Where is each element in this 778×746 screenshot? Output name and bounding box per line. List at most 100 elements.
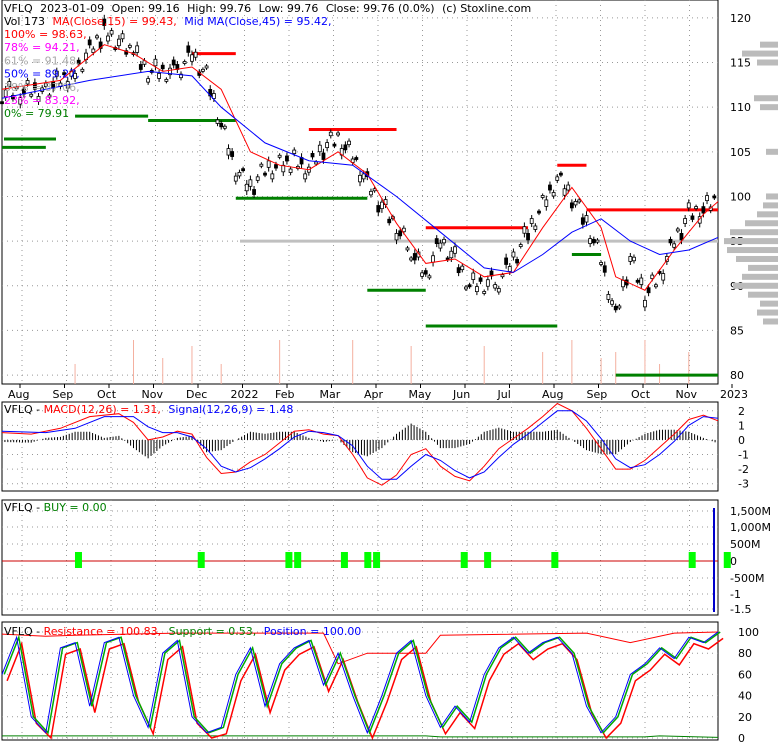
- candle-body: [584, 215, 589, 223]
- buy-y-tick-label: 0: [730, 555, 737, 568]
- candle-body: [252, 189, 256, 195]
- candle-body: [427, 275, 432, 279]
- candle-body: [467, 284, 472, 288]
- candle-body: [661, 273, 666, 281]
- volume-profile-bar: [733, 282, 778, 289]
- candle-body: [515, 259, 519, 264]
- x-tick-label: Jun: [452, 388, 470, 401]
- x-tick-label: Sep: [587, 388, 608, 401]
- buy-signal-marker: [340, 552, 348, 568]
- candle-body: [555, 176, 560, 181]
- macd-y-tick-label: 2: [738, 405, 745, 418]
- candle-body: [87, 39, 92, 46]
- candle-body: [354, 157, 359, 160]
- x-tick-label: Feb: [275, 388, 294, 401]
- candle-body: [106, 35, 110, 42]
- candle-body: [164, 78, 169, 82]
- candle-body: [116, 38, 121, 47]
- candle-body: [263, 172, 267, 176]
- x-tick-label: Nov: [676, 388, 698, 401]
- candle-body: [507, 266, 512, 272]
- candle-body: [628, 256, 633, 262]
- candle-body: [496, 288, 501, 293]
- candle-body: [347, 140, 351, 146]
- candle-body: [47, 94, 52, 98]
- fib-legend: 100% = 98.63,78% = 94.21,61% = 91.48,50%…: [4, 28, 87, 141]
- candle-body: [573, 201, 578, 206]
- signal-line: [1, 410, 719, 480]
- x-tick-label: 2023: [720, 388, 748, 401]
- candle-body: [193, 51, 198, 58]
- candle-body: [540, 195, 545, 198]
- candle-body: [474, 286, 479, 293]
- candle-body: [127, 44, 132, 48]
- volume-profile-bar: [748, 291, 778, 298]
- candle-body: [29, 93, 34, 97]
- candle-body: [482, 291, 487, 294]
- candle-body: [120, 33, 125, 40]
- ma15-line: [1, 44, 719, 291]
- candle-body: [679, 233, 684, 241]
- candle-body: [617, 305, 622, 309]
- candle-body: [321, 152, 326, 160]
- candle-body: [518, 244, 523, 247]
- buy-signal-marker: [285, 552, 293, 568]
- candle-body: [544, 199, 549, 207]
- candle-body: [595, 239, 600, 243]
- candle-body: [201, 68, 205, 72]
- candle-body: [76, 59, 81, 65]
- buy-signal-marker: [460, 552, 468, 568]
- macd-y-tick-label: 1: [738, 419, 745, 432]
- candle-body: [179, 73, 183, 79]
- candle-body: [380, 201, 384, 210]
- position-y-tick-label: 0: [738, 732, 745, 745]
- fib-level-label: 61% = 91.48,: [4, 54, 80, 67]
- buy-signal-marker: [551, 552, 559, 568]
- candle-body: [25, 80, 30, 85]
- candle-body: [369, 190, 373, 196]
- candle-body: [566, 184, 571, 191]
- candle-body: [504, 257, 509, 265]
- candle-body: [442, 238, 446, 244]
- candle-body: [533, 225, 538, 230]
- fib-level-label: 23% = 83.92,: [4, 94, 80, 107]
- candle-body: [146, 78, 151, 83]
- candle-body: [259, 163, 264, 167]
- candle-body: [266, 160, 271, 168]
- candle-body: [398, 230, 403, 237]
- candle-body: [471, 272, 476, 280]
- buy-y-tick-label: 500M: [730, 538, 761, 551]
- candle-body: [423, 270, 428, 275]
- candle-body: [580, 217, 585, 225]
- candle-body: [314, 161, 319, 165]
- candle-body: [325, 142, 330, 149]
- x-tick-label: Oct: [97, 388, 117, 401]
- candle-body: [237, 171, 242, 177]
- candle-body: [91, 48, 96, 53]
- candle-body: [412, 253, 417, 261]
- buy-y-tick-label: 1,000M: [730, 521, 771, 534]
- x-tick-label: Sep: [53, 388, 74, 401]
- candle-body: [456, 267, 461, 274]
- volume-profile-bar: [736, 255, 778, 262]
- candle-body: [153, 58, 158, 67]
- candle-body: [562, 188, 567, 196]
- buy-signal-marker: [723, 552, 731, 568]
- candle-body: [328, 131, 333, 137]
- candle-body: [548, 184, 552, 191]
- candle-body: [62, 72, 67, 76]
- candle-body: [690, 215, 695, 220]
- candle-body: [226, 148, 231, 156]
- candle-body: [168, 67, 172, 76]
- candle-body: [285, 155, 289, 162]
- price-y-tick-label: 120: [730, 12, 751, 25]
- candle-body: [526, 233, 530, 241]
- candle-body: [18, 97, 23, 105]
- position-y-tick-label: 100: [738, 626, 759, 639]
- x-tick-label: May: [409, 388, 432, 401]
- volume-profile-bar: [757, 309, 778, 316]
- price-y-tick-label: 85: [730, 324, 744, 337]
- macd-y-tick-label: 0: [738, 434, 745, 447]
- buy-y-tick-label: -1.5: [730, 603, 751, 616]
- x-tick-label: Oct: [631, 388, 651, 401]
